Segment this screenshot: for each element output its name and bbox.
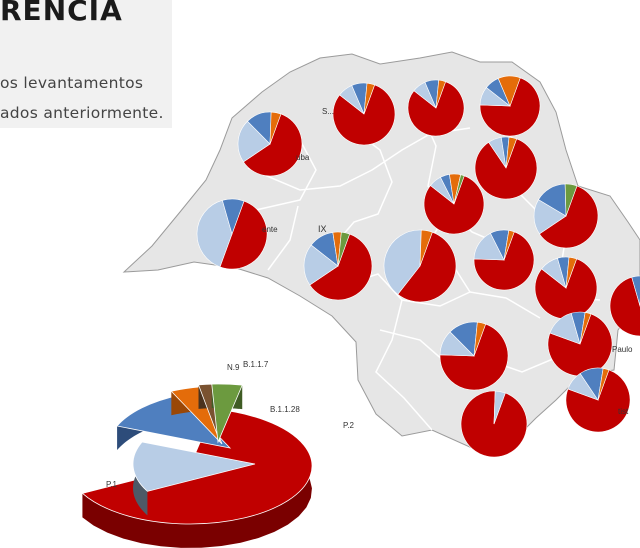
region-border <box>339 273 541 319</box>
pie-slice-p1 <box>423 175 485 235</box>
pie-slice-p1 <box>565 369 631 433</box>
pie-slice-p2 <box>493 390 506 425</box>
region-pie <box>534 256 598 320</box>
region-pie <box>237 111 303 177</box>
region-pie <box>383 229 457 303</box>
region-pie <box>479 75 541 137</box>
legend-pie-3d <box>81 383 313 548</box>
pie-slice-other <box>564 183 578 217</box>
pie-slice-b117 <box>497 75 521 107</box>
region-pie <box>609 275 640 337</box>
pie-slice-p1 <box>397 231 457 303</box>
legend-slice-other <box>211 383 243 444</box>
region-label: tist <box>618 407 629 416</box>
region-pie <box>473 229 535 291</box>
region-pie <box>547 311 613 377</box>
pie-slice-p1 <box>332 84 396 146</box>
pie-slice-p2 <box>303 244 339 286</box>
intro-text: os levantamentos ados anteriormente. <box>0 68 164 128</box>
legend-label-b1128: B.1.1.28 <box>270 405 300 414</box>
region-pie <box>423 173 485 235</box>
intro-line-1: os levantamentos <box>0 74 144 92</box>
region-pie <box>474 136 538 200</box>
pie-slice-b117 <box>597 368 610 401</box>
pie-slice-p1 <box>479 77 541 137</box>
slice-top <box>211 383 243 444</box>
pie-slice-p1 <box>473 231 535 291</box>
pie-slice-other <box>453 174 465 205</box>
pie-slice-b117 <box>473 321 487 357</box>
region-labels: S... uba ente IX Paulo tist <box>262 107 633 416</box>
pie-slice-b117 <box>419 229 433 267</box>
pie-slice-p1 <box>243 113 303 177</box>
pie-slice-b117 <box>363 82 376 115</box>
regional-pies <box>196 75 640 458</box>
region-pie <box>303 231 373 301</box>
pie-slice-p1 <box>309 233 373 301</box>
legend-slice-p2 <box>132 441 256 516</box>
pie-slice-b1128 <box>631 275 640 307</box>
pie-slice-b117 <box>565 256 578 289</box>
region-label: ente <box>262 225 278 234</box>
legend-label-n9: N.9 <box>227 363 240 372</box>
pie-slice-p1 <box>474 138 538 200</box>
pie-slice-b117 <box>505 136 518 169</box>
pie-slice-p2 <box>383 229 422 295</box>
slice-top <box>132 441 256 492</box>
region-label: S... <box>322 107 334 116</box>
title-card: RÊNCIA <box>0 0 172 128</box>
legend-pie-labels: N.9 B.1.1.7 B.1.1.28 P.2 P.1 <box>106 360 355 489</box>
region-label: IX <box>318 224 327 234</box>
region-pie <box>439 321 509 391</box>
region-pie <box>407 79 465 137</box>
pie-slice-b1128 <box>222 198 245 235</box>
pie-slice-b117 <box>269 111 282 145</box>
intro-line-2: ados anteriormente. <box>0 104 164 122</box>
region-pie <box>332 82 396 146</box>
pie-slice-p1 <box>439 323 509 391</box>
pie-slice-b117 <box>503 230 515 261</box>
pie-slice-p1 <box>539 185 599 249</box>
region-pie <box>196 198 268 270</box>
pie-slice-p2 <box>196 199 233 268</box>
region-label: uba <box>296 153 310 162</box>
page-title: RÊNCIA <box>0 0 123 27</box>
legend-label-p2: P.2 <box>343 421 355 430</box>
region-border <box>375 299 433 431</box>
pie-slice-b117 <box>579 312 592 345</box>
region-pie <box>533 183 599 249</box>
region-border <box>329 131 393 251</box>
pie-slice-p1 <box>609 276 640 337</box>
pie-slice-p1 <box>407 81 465 137</box>
region-pie <box>565 367 631 433</box>
region-pie <box>460 390 528 458</box>
region-label: Paulo <box>612 345 633 354</box>
legend-label-b117: B.1.1.7 <box>243 360 269 369</box>
legend-label-p1: P.1 <box>106 480 118 489</box>
pie-slice-p1 <box>219 200 268 270</box>
region-border <box>267 205 299 271</box>
pie-slice-b117 <box>435 79 446 109</box>
pie-slice-p2 <box>237 120 271 163</box>
pie-slice-other <box>337 231 351 267</box>
